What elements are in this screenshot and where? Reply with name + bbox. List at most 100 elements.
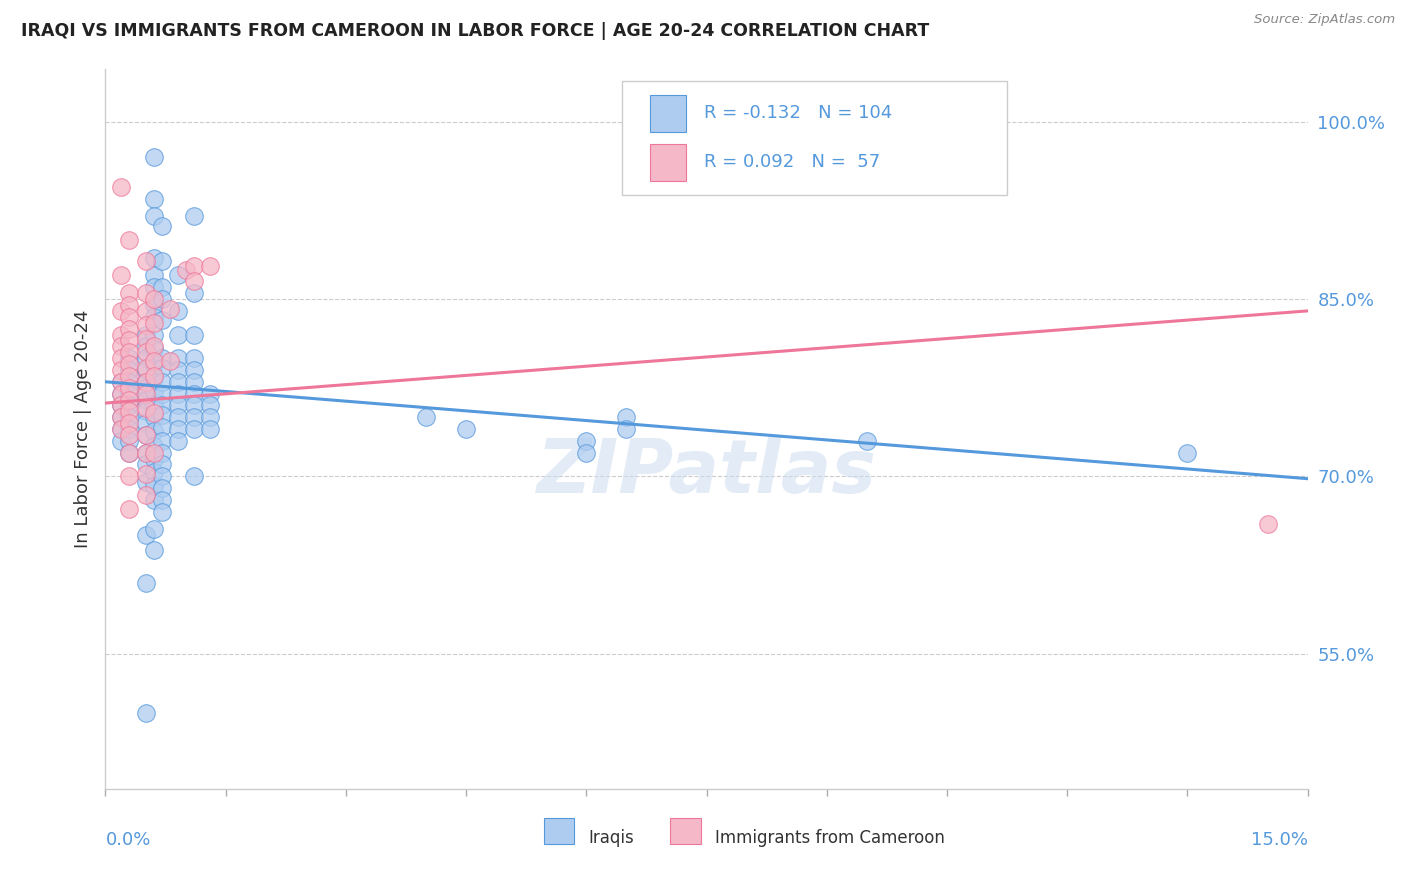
Point: [575, 434, 598, 448]
Point: [118, 445, 141, 459]
Point: [166, 399, 188, 413]
Point: [183, 399, 205, 413]
Point: [135, 475, 157, 490]
Point: [118, 422, 141, 436]
Point: [575, 445, 598, 459]
Point: [855, 434, 877, 448]
Point: [118, 399, 141, 413]
Point: [118, 357, 141, 371]
Point: [198, 259, 221, 273]
Point: [183, 469, 205, 483]
Point: [135, 318, 157, 332]
Point: [150, 254, 173, 268]
Point: [142, 399, 165, 413]
Point: [183, 422, 205, 436]
Point: [183, 386, 205, 401]
Point: [142, 268, 165, 283]
Point: [110, 304, 132, 318]
Point: [150, 351, 173, 366]
Point: [1257, 516, 1279, 531]
Point: [198, 410, 221, 425]
Point: [142, 342, 165, 356]
Point: [142, 310, 165, 324]
Point: [150, 505, 173, 519]
Point: [150, 481, 173, 495]
Point: [150, 492, 173, 507]
Point: [142, 542, 165, 557]
Point: [135, 445, 157, 459]
Point: [142, 280, 165, 294]
Point: [110, 375, 132, 389]
Bar: [671, 818, 700, 844]
Point: [166, 422, 188, 436]
Point: [118, 363, 141, 377]
Point: [135, 458, 157, 472]
Point: [118, 381, 141, 395]
Point: [183, 375, 205, 389]
Point: [118, 392, 141, 407]
Point: [198, 386, 221, 401]
Point: [110, 434, 132, 448]
Point: [118, 368, 141, 383]
Point: [118, 404, 141, 418]
Point: [135, 327, 157, 342]
Point: [110, 422, 132, 436]
Point: [142, 251, 165, 265]
Point: [110, 351, 132, 366]
Point: [135, 416, 157, 430]
Point: [118, 334, 141, 348]
Point: [183, 351, 205, 366]
Point: [142, 439, 165, 453]
Point: [150, 458, 173, 472]
Point: [166, 304, 188, 318]
Point: [118, 298, 141, 312]
Point: [110, 422, 132, 436]
Point: [118, 321, 141, 335]
Point: [150, 280, 173, 294]
Point: [150, 434, 173, 448]
Point: [166, 386, 188, 401]
Point: [135, 386, 157, 401]
Point: [135, 381, 157, 395]
Point: [135, 360, 157, 375]
Point: [135, 375, 157, 389]
Point: [142, 150, 165, 164]
Point: [142, 451, 165, 466]
Point: [142, 353, 165, 368]
Point: [183, 210, 205, 224]
Point: [142, 410, 165, 425]
Point: [118, 375, 141, 389]
Text: Source: ZipAtlas.com: Source: ZipAtlas.com: [1254, 13, 1395, 27]
Point: [1177, 445, 1199, 459]
Text: Iraqis: Iraqis: [589, 829, 634, 847]
Point: [166, 410, 188, 425]
Point: [183, 410, 205, 425]
Bar: [650, 95, 686, 132]
Point: [159, 301, 181, 316]
Point: [198, 399, 221, 413]
Point: [150, 292, 173, 306]
Point: [142, 384, 165, 399]
Point: [150, 219, 173, 233]
Point: [150, 408, 173, 422]
Point: [118, 445, 141, 459]
Point: [118, 233, 141, 247]
Point: [110, 268, 132, 283]
Point: [183, 259, 205, 273]
Point: [166, 268, 188, 283]
Point: [183, 327, 205, 342]
Point: [135, 339, 157, 353]
Point: [110, 399, 132, 413]
Point: [135, 363, 157, 377]
Point: [110, 410, 132, 425]
Point: [142, 327, 165, 342]
Point: [118, 310, 141, 324]
Point: [110, 410, 132, 425]
Point: [150, 469, 173, 483]
Point: [183, 286, 205, 301]
Point: [135, 332, 157, 346]
Point: [166, 363, 188, 377]
Point: [142, 368, 165, 383]
Point: [150, 399, 173, 413]
Text: IRAQI VS IMMIGRANTS FROM CAMEROON IN LABOR FORCE | AGE 20-24 CORRELATION CHART: IRAQI VS IMMIGRANTS FROM CAMEROON IN LAB…: [21, 22, 929, 40]
